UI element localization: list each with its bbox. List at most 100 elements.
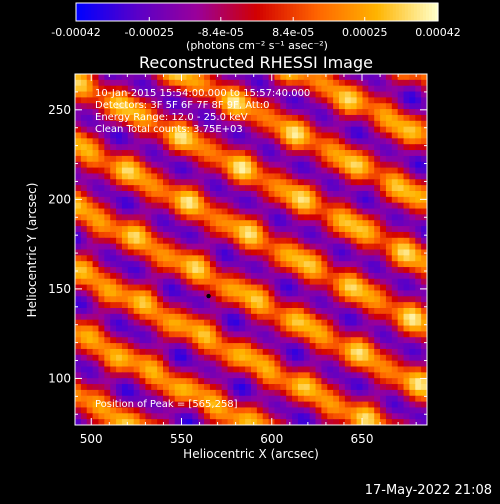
heatmap-cell [339, 202, 346, 210]
heatmap-cell [127, 378, 135, 385]
heatmap-cell [192, 384, 199, 391]
heatmap-cell [409, 313, 416, 321]
heatmap-cell [280, 372, 287, 379]
heatmap-cell [239, 395, 246, 403]
heatmap-cell [262, 261, 270, 268]
heatmap-cell [385, 208, 393, 215]
heatmap-cell [121, 196, 129, 204]
heatmap-cell [256, 249, 264, 256]
heatmap-cell [127, 132, 135, 139]
heatmap-cell [133, 366, 141, 373]
heatmap-cell [403, 308, 410, 315]
heatmap-cell [385, 103, 393, 110]
heatmap-cell [215, 354, 223, 362]
heatmap-cell [262, 126, 270, 133]
heatmap-cell [215, 214, 223, 221]
heatmap-cell [292, 325, 299, 332]
heatmap-cell [75, 319, 82, 327]
heatmap-cell [327, 378, 334, 385]
heatmap-cell [209, 325, 217, 332]
heatmap-cell [274, 272, 281, 280]
heatmap-cell [180, 302, 187, 309]
heatmap-cell [233, 161, 240, 169]
heatmap-cell [415, 120, 422, 128]
heatmap-cell [362, 308, 369, 315]
heatmap-cell [268, 144, 275, 151]
heatmap-cell [127, 243, 135, 250]
heatmap-cell [110, 249, 117, 256]
heatmap-cell [245, 354, 252, 362]
heatmap-cell [374, 196, 381, 204]
heatmap-cell [268, 319, 275, 327]
heatmap-cell [221, 348, 229, 356]
heatmap-cell [321, 173, 328, 180]
heatmap-cell [333, 208, 340, 215]
heatmap-cell [268, 366, 275, 373]
heatmap-cell [133, 308, 141, 315]
heatmap-cell [139, 366, 146, 373]
heatmap-cell [121, 144, 129, 151]
heatmap-cell [356, 389, 363, 397]
heatmap-cell [98, 103, 105, 110]
heatmap-cell [174, 331, 182, 338]
heatmap-cell [403, 331, 410, 338]
heatmap-cell [397, 191, 405, 198]
heatmap-cell [262, 308, 270, 315]
heatmap-cell [385, 366, 393, 373]
heatmap-cell [151, 85, 158, 93]
heatmap-cell [321, 290, 328, 297]
heatmap-cell [139, 74, 146, 81]
heatmap-cell [121, 360, 129, 367]
heatmap-cell [104, 325, 111, 332]
heatmap-cell [350, 150, 358, 157]
heatmap-cell [374, 255, 381, 262]
heatmap-cell [139, 278, 146, 286]
heatmap-cell [157, 331, 164, 338]
heatmap-cell [227, 419, 234, 426]
heatmap-cell [262, 138, 270, 145]
heatmap-cell [145, 243, 152, 250]
heatmap-cell [356, 231, 363, 239]
heatmap-cell [297, 231, 305, 239]
heatmap-cell [280, 337, 287, 344]
heatmap-cell [303, 155, 311, 163]
heatmap-cell [180, 290, 187, 297]
heatmap-cell [344, 302, 352, 309]
heatmap-cell [415, 290, 422, 297]
heatmap-cell [327, 331, 334, 338]
colorbar-swatch [425, 3, 430, 21]
heatmap-cell [104, 74, 111, 81]
heatmap-cell [186, 308, 193, 315]
heatmap-cell [168, 366, 176, 373]
heatmap-cell [116, 109, 123, 116]
heatmap-cell [327, 155, 334, 163]
heatmap-cell [415, 185, 422, 192]
heatmap-cell [292, 407, 299, 414]
heatmap-cell [192, 85, 199, 93]
heatmap-cell [333, 132, 340, 139]
heatmap-cell [403, 389, 410, 397]
heatmap-cell [374, 214, 381, 221]
heatmap-cell [274, 132, 281, 139]
heatmap-cell [75, 272, 82, 280]
heatmap-cell [380, 202, 387, 210]
heatmap-cell [262, 97, 270, 104]
colorbar-swatch [380, 3, 385, 21]
heatmap-cell [180, 331, 187, 338]
heatmap-cell [268, 150, 275, 157]
heatmap-cell [321, 243, 328, 250]
heatmap-cell [86, 325, 94, 332]
heatmap-cell [315, 191, 322, 198]
heatmap-cell [92, 91, 99, 98]
heatmap-cell [380, 360, 387, 367]
heatmap-cell [163, 378, 170, 385]
heatmap-cell [174, 325, 182, 332]
heatmap-cell [268, 85, 275, 93]
heatmap-cell [198, 237, 205, 245]
heatmap-cell [215, 378, 223, 385]
heatmap-cell [157, 313, 164, 321]
heatmap-cell [86, 196, 94, 204]
heatmap-cell [374, 290, 381, 297]
heatmap-cell [198, 272, 205, 280]
heatmap-cell [157, 85, 164, 93]
